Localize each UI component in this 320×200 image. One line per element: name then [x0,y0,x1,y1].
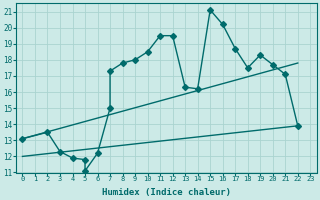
X-axis label: Humidex (Indice chaleur): Humidex (Indice chaleur) [102,188,231,197]
